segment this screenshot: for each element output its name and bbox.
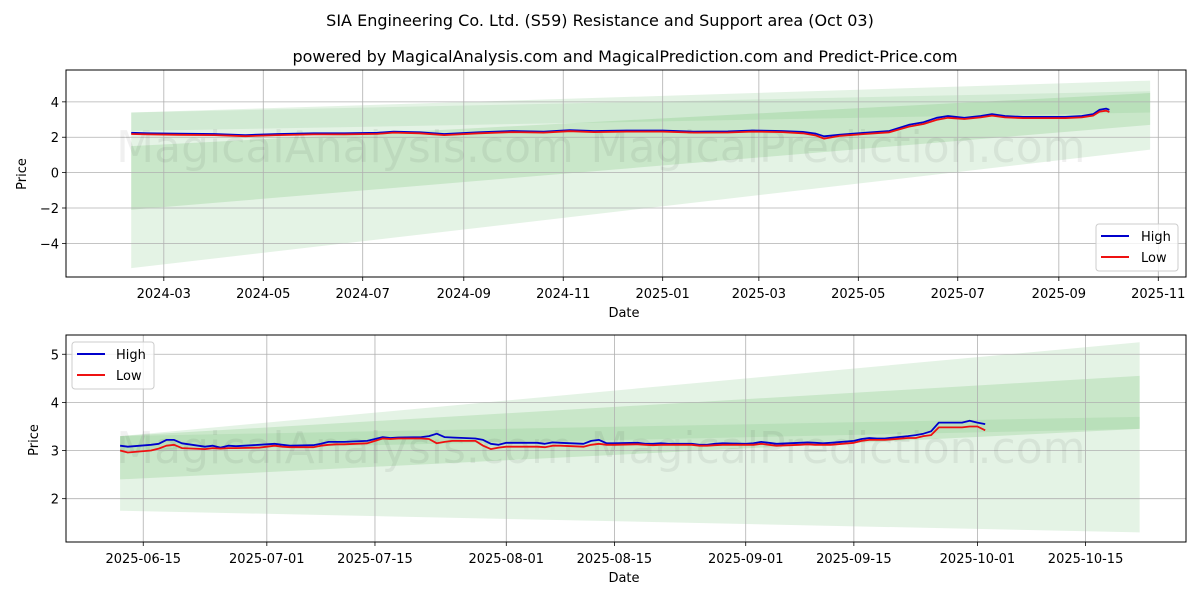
y-tick-label: −2 <box>40 202 59 217</box>
x-tick-label: 2025-09-15 <box>816 552 892 567</box>
x-tick-label: 2025-07-15 <box>337 552 413 567</box>
y-tick-label: 4 <box>51 96 59 111</box>
watermark-right: MagicalPrediction.com <box>591 122 1086 173</box>
bottom-chart-frame <box>65 334 1187 543</box>
top-chart-frame <box>65 69 1187 278</box>
chart-subtitle: powered by MagicalAnalysis.com and Magic… <box>292 47 957 66</box>
bottom-chart-x-label: Date <box>608 571 639 586</box>
series-high-line <box>131 107 1110 138</box>
x-tick-label: 2025-03 <box>732 287 786 302</box>
top-chart-x-label: Date <box>608 306 639 321</box>
legend-high-label: High <box>116 348 146 363</box>
top-chart-y-ticks: −4 −2 0 2 4 <box>40 96 66 252</box>
chart-title: SIA Engineering Co. Ltd. (S59) Resistanc… <box>326 11 874 30</box>
bottom-chart-y-label: Price <box>27 424 42 456</box>
legend-low-label: Low <box>1141 251 1167 266</box>
bottom-chart-y-ticks: 2 3 4 5 <box>51 348 66 508</box>
x-tick-label: 2025-07-01 <box>229 552 305 567</box>
top-chart-lines <box>131 107 1110 140</box>
outer-band <box>131 80 1151 269</box>
top-chart-legend: High Low <box>1095 223 1179 272</box>
x-tick-label: 2025-10-01 <box>940 552 1016 567</box>
y-tick-label: −4 <box>40 237 59 252</box>
top-chart: MagicalAnalysis.com MagicalPrediction.co… <box>15 69 1187 321</box>
top-band <box>131 91 1151 132</box>
x-tick-label: 2025-06-15 <box>105 552 181 567</box>
x-tick-label: 2025-08-01 <box>468 552 544 567</box>
x-tick-label: 2024-07 <box>336 287 390 302</box>
bottom-chart: MagicalAnalysis.com MagicalPrediction.co… <box>27 334 1187 586</box>
y-tick-label: 0 <box>51 167 59 182</box>
bottom-chart-legend: High Low <box>71 341 155 390</box>
legend-low-label: Low <box>116 369 142 384</box>
x-tick-label: 2025-10-15 <box>1048 552 1124 567</box>
x-tick-label: 2024-09 <box>437 287 491 302</box>
bottom-chart-x-ticks: 2025-06-15 2025-07-01 2025-07-15 2025-08-01… <box>105 542 1123 567</box>
y-tick-label: 2 <box>51 131 59 146</box>
x-tick-label: 2025-01 <box>636 287 690 302</box>
x-tick-label: 2024-05 <box>236 287 290 302</box>
x-tick-label: 2025-07 <box>931 287 985 302</box>
x-tick-label: 2025-09 <box>1032 287 1086 302</box>
x-tick-label: 2024-03 <box>137 287 191 302</box>
top-chart-x-ticks: 2024-03 2024-05 2024-07 2024-09 2024-11 2025-… <box>137 277 1185 302</box>
series-low-line <box>131 109 1110 140</box>
top-chart-grid <box>66 70 1186 277</box>
y-tick-label: 3 <box>51 445 59 460</box>
watermark-left: MagicalAnalysis.com <box>116 122 574 173</box>
series-low-line <box>119 425 986 454</box>
bottom-chart-lines <box>119 419 986 454</box>
y-tick-label: 5 <box>51 348 59 363</box>
top-chart-bands <box>131 80 1151 269</box>
watermark-right-bottom: MagicalPrediction.com <box>591 423 1086 474</box>
series-high-line <box>119 419 986 449</box>
x-tick-label: 2025-08-15 <box>577 552 653 567</box>
inner-band <box>131 93 1151 210</box>
y-tick-label: 2 <box>51 493 59 508</box>
top-chart-y-label: Price <box>15 158 30 190</box>
y-tick-label: 4 <box>51 396 59 411</box>
x-tick-label: 2025-09-01 <box>708 552 784 567</box>
x-tick-label: 2025-11 <box>1131 287 1185 302</box>
x-tick-label: 2025-05 <box>831 287 885 302</box>
x-tick-label: 2024-11 <box>536 287 590 302</box>
bottom-chart-grid <box>66 335 1186 542</box>
legend-high-label: High <box>1141 230 1171 245</box>
